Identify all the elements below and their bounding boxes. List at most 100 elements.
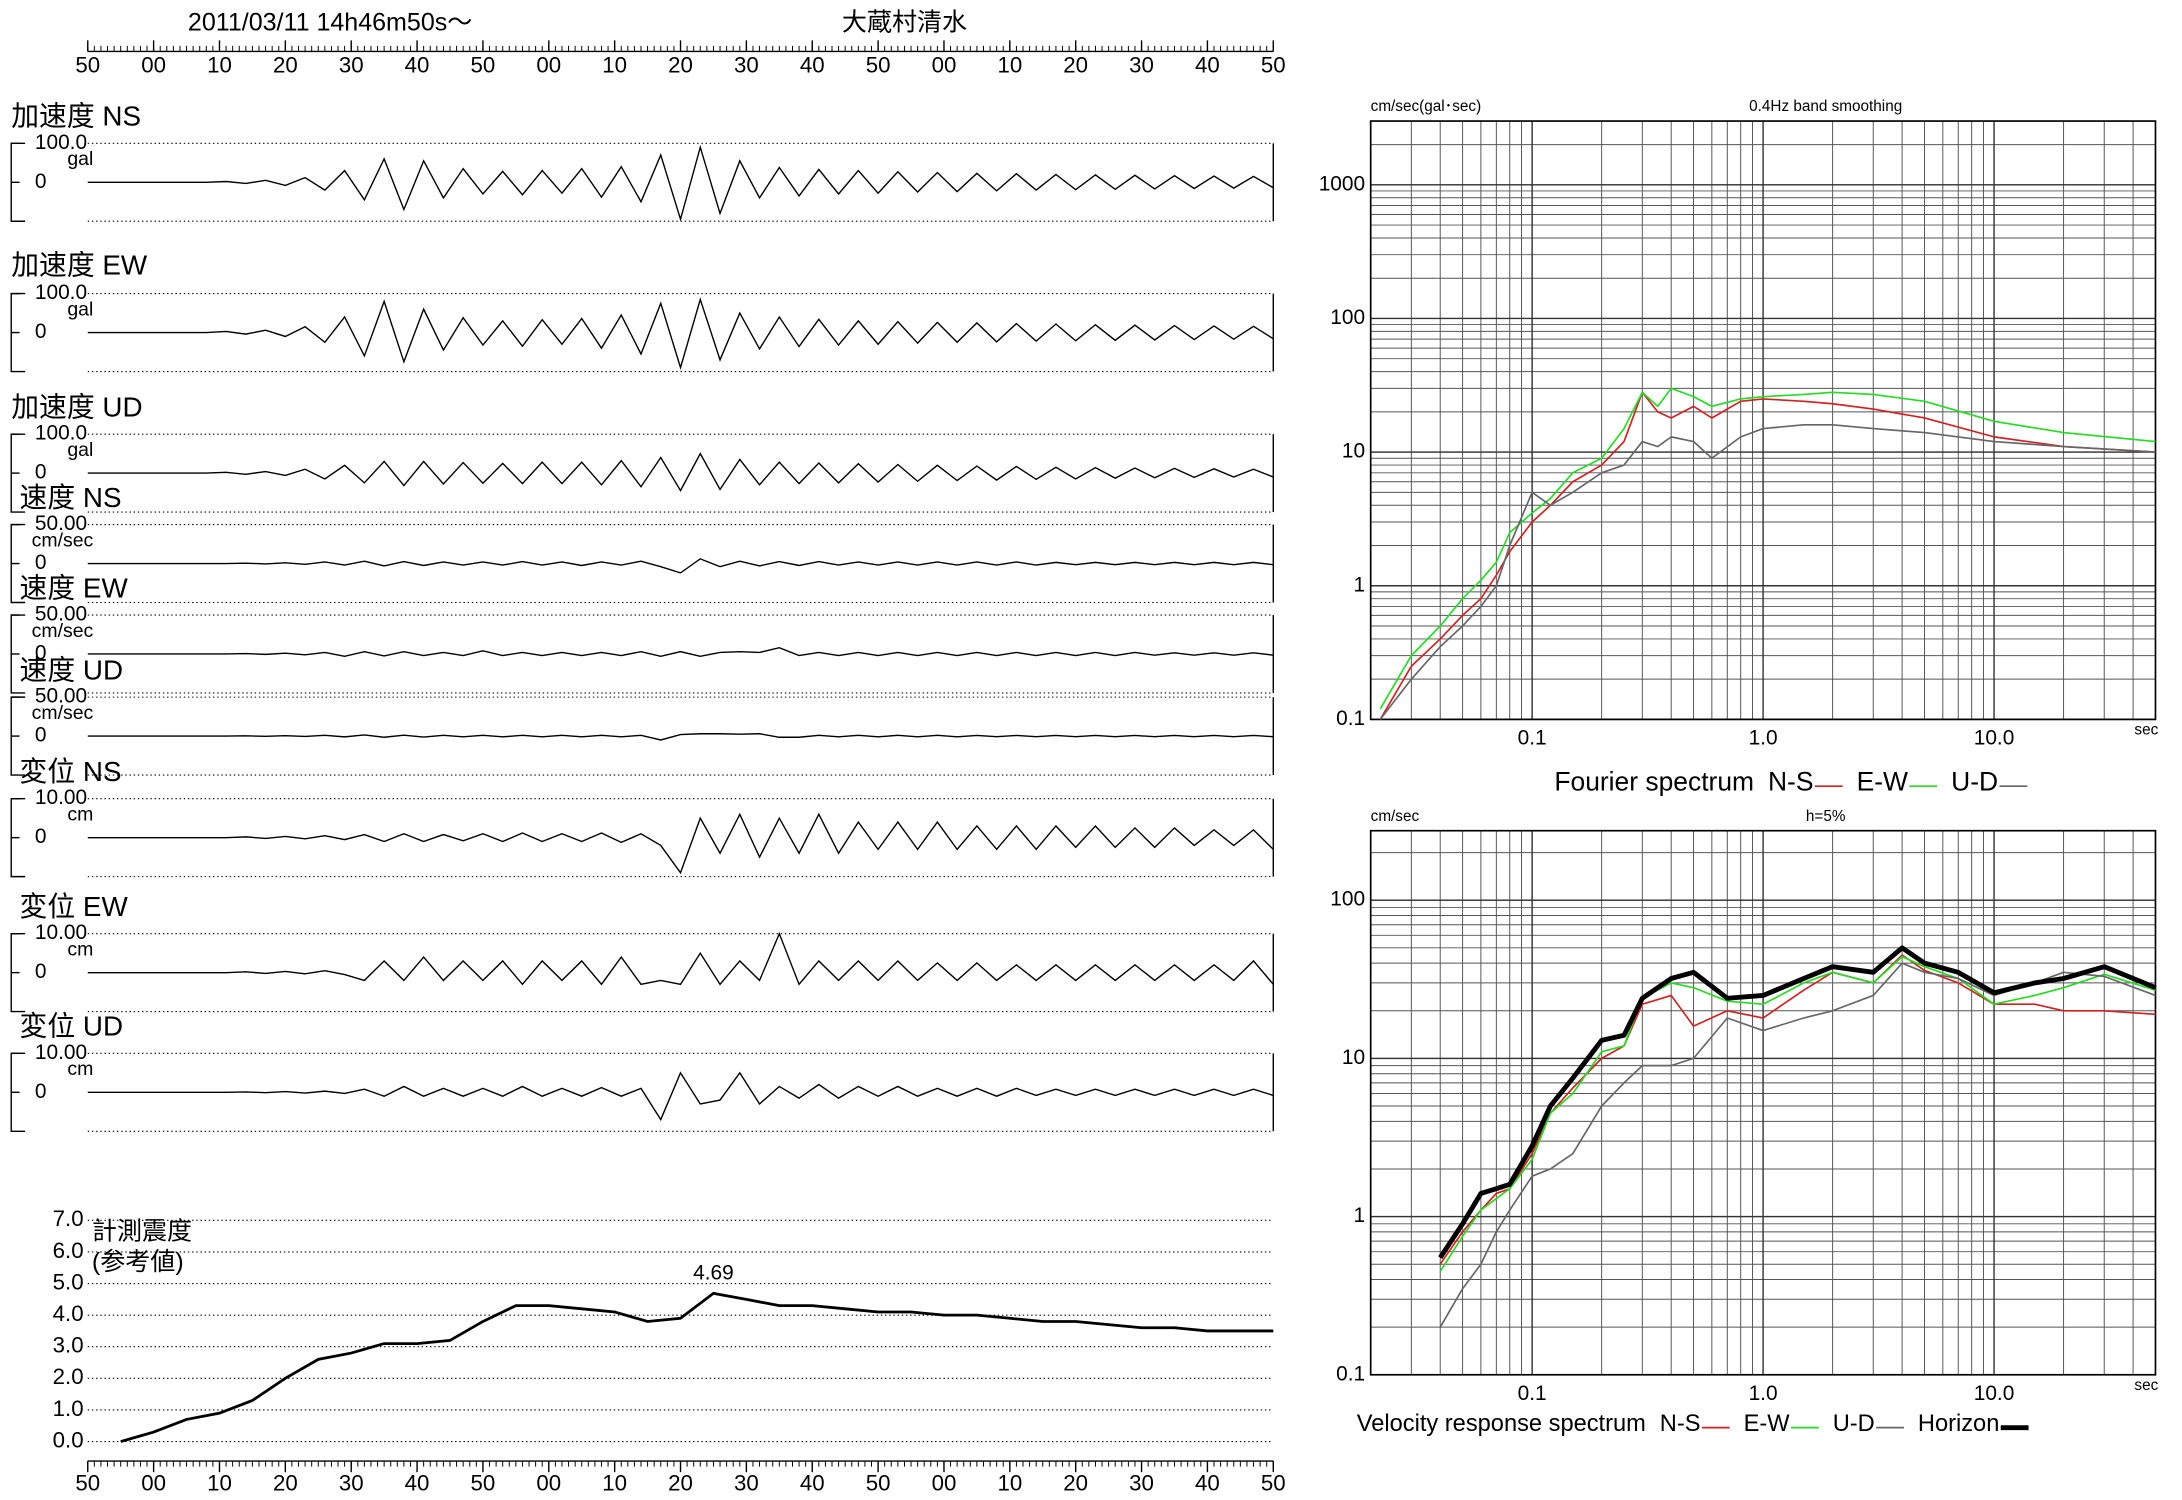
waveform-trace: [87, 297, 1274, 371]
spectrum-line: [1379, 391, 2156, 720]
panel-title: 変位 EW: [20, 891, 129, 922]
legend-label: N-S: [1660, 1411, 1701, 1437]
y-tick-label: 0: [35, 1080, 47, 1103]
y-tick-label: 3.0: [53, 1333, 84, 1358]
time-tick-label: 50: [471, 53, 496, 78]
y-axis-label: cm/sec: [1371, 808, 1420, 825]
time-tick-label: 40: [405, 1471, 430, 1496]
header-station: 大蔵村清水: [842, 8, 967, 36]
unit-label: cm/sec: [32, 620, 94, 642]
y-tick-label: 6.0: [53, 1238, 84, 1263]
plot-frame: [1369, 120, 2157, 721]
y-tick-label: 0: [35, 960, 47, 983]
waveform-trace: [87, 144, 1274, 222]
time-tick-label: 50: [1261, 53, 1286, 78]
y-tick-label: 5.0: [53, 1269, 84, 1294]
y-tick-label: 10: [1342, 440, 1365, 463]
x-axis-label: sec: [2134, 722, 2158, 739]
y-tick-label: 100.0: [35, 281, 87, 304]
spectrum-line: [1439, 962, 2156, 1328]
time-tick-label: 20: [273, 53, 298, 78]
intensity-title: 計測震度: [92, 1217, 192, 1245]
y-tick-label: 7.0: [53, 1206, 84, 1231]
panel-title: 変位 NS: [20, 756, 122, 787]
y-tick-label: 0.1: [1336, 1362, 1365, 1385]
y-tick-label: 0: [35, 320, 47, 343]
time-tick-label: 00: [141, 53, 166, 78]
time-tick-label: 20: [1063, 1471, 1088, 1496]
y-tick-label: 1000: [1319, 172, 1365, 195]
legend-label: E-W: [1744, 1411, 1791, 1437]
waveform-trace: [87, 558, 1274, 574]
spectrum-line: [1379, 423, 2156, 720]
intensity-line: [120, 1291, 1274, 1443]
y-tick-label: 10.00: [35, 921, 87, 944]
spectrum-line: [1439, 955, 2156, 1272]
legend-label: N-S: [1768, 766, 1814, 796]
y-tick-label: 1: [1354, 1204, 1366, 1227]
unit-label: gal: [67, 148, 93, 170]
waveform-trace: [87, 931, 1274, 986]
waveform-trace: [87, 452, 1274, 493]
x-tick-label: 1.0: [1749, 1382, 1778, 1405]
y-tick-label: 0: [35, 825, 47, 848]
x-tick-label: 0.1: [1518, 1382, 1547, 1405]
time-tick-label: 40: [800, 53, 825, 78]
time-tick-label: 10: [207, 53, 232, 78]
y-tick-label: 1.0: [53, 1396, 84, 1421]
time-tick-label: 10: [997, 53, 1022, 78]
unit-label: cm: [67, 939, 93, 961]
y-tick-label: 50.00: [35, 685, 87, 708]
unit-label: gal: [67, 439, 93, 461]
plot-subtitle: h=5%: [1806, 808, 1846, 825]
y-tick-label: 100: [1330, 306, 1365, 329]
x-axis-label: sec: [2134, 1377, 2158, 1394]
unit-label: cm/sec: [32, 702, 94, 724]
time-tick-label: 00: [932, 53, 957, 78]
legend-label: E-W: [1857, 766, 1908, 796]
time-tick-label: 30: [1129, 53, 1154, 78]
time-tick-label: 00: [536, 1471, 561, 1496]
unit-label: cm/sec: [32, 529, 94, 551]
plot-subtitle: 0.4Hz band smoothing: [1749, 98, 1902, 115]
time-tick-label: 30: [734, 53, 759, 78]
y-tick-label: 4.0: [53, 1301, 84, 1326]
y-tick-label: 10.00: [35, 786, 87, 809]
panel-title: 速度 EW: [20, 572, 129, 603]
unit-label: gal: [67, 298, 93, 320]
legend-title: Fourier spectrum: [1554, 766, 1754, 796]
spectrum-line: [1379, 387, 2156, 710]
panel-title: 速度 UD: [20, 654, 124, 685]
y-tick-label: 0: [35, 551, 47, 574]
legend-label: Horizon: [1918, 1411, 1999, 1437]
waveform-trace: [87, 1071, 1274, 1122]
time-tick-label: 20: [1063, 53, 1088, 78]
y-tick-label: 0.0: [53, 1427, 84, 1452]
time-tick-label: 00: [141, 1471, 166, 1496]
time-tick-label: 40: [405, 53, 430, 78]
time-tick-label: 20: [273, 1471, 298, 1496]
y-tick-label: 50.00: [35, 512, 87, 535]
y-tick-label: 100.0: [35, 422, 87, 445]
time-tick-label: 30: [1129, 1471, 1154, 1496]
time-tick-label: 50: [75, 1471, 100, 1496]
time-tick-label: 50: [866, 1471, 891, 1496]
panel-title: 加速度 EW: [11, 250, 148, 281]
time-tick-label: 10: [997, 1471, 1022, 1496]
header-datetime: 2011/03/11 14h46m50s〜: [188, 8, 472, 36]
panel-title: 加速度 UD: [11, 391, 142, 422]
time-tick-label: 50: [1261, 1471, 1286, 1496]
legend-label: U-D: [1951, 766, 1998, 796]
time-tick-label: 30: [339, 53, 364, 78]
panel-title: 加速度 NS: [11, 101, 141, 132]
time-tick-label: 00: [932, 1471, 957, 1496]
y-tick-label: 50.00: [35, 603, 87, 626]
time-tick-label: 10: [602, 1471, 627, 1496]
time-tick-label: 00: [536, 53, 561, 78]
y-axis-label: cm/sec(gal･sec): [1371, 98, 1481, 115]
y-tick-label: 100: [1330, 888, 1365, 911]
y-tick-label: 0: [35, 724, 47, 747]
x-tick-label: 10.0: [1974, 1382, 2015, 1405]
waveform-trace: [87, 733, 1274, 741]
